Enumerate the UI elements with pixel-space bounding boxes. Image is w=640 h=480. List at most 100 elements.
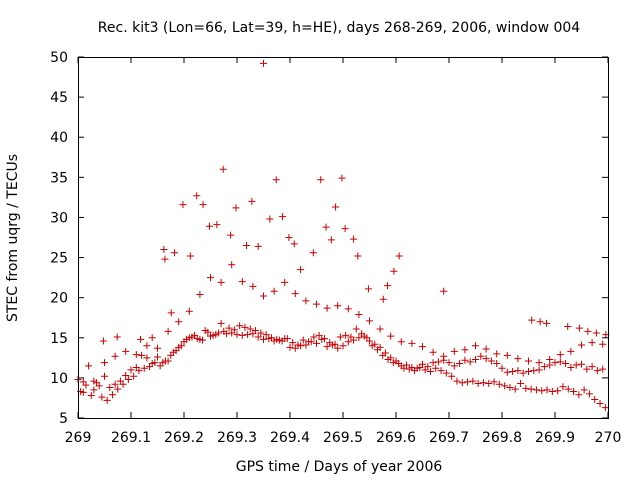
data-point: [252, 327, 260, 335]
data-point: [323, 304, 331, 312]
y-tick-label: 35: [50, 170, 68, 186]
data-point: [397, 338, 405, 346]
data-point: [164, 327, 172, 335]
data-point: [113, 333, 121, 341]
data-point: [196, 290, 204, 298]
data-point: [111, 352, 119, 360]
data-point: [578, 360, 585, 368]
data-point: [519, 369, 527, 377]
y-tick-label: 20: [50, 291, 68, 307]
data-point: [599, 365, 607, 373]
data-point: [570, 388, 578, 396]
data-point: [556, 358, 564, 366]
data-point: [599, 340, 607, 348]
data-point: [482, 345, 490, 353]
data-point: [140, 364, 148, 372]
data-point: [79, 378, 87, 386]
data-point: [137, 335, 145, 343]
data-point: [440, 287, 448, 295]
data-point: [209, 331, 217, 339]
data-point: [332, 203, 340, 211]
data-point: [344, 338, 352, 346]
data-point: [101, 372, 108, 380]
data-point: [119, 380, 127, 388]
x-tick-label: 269.1: [111, 430, 151, 446]
data-point: [450, 347, 458, 355]
data-point: [584, 327, 592, 335]
data-point: [317, 176, 325, 184]
data-point: [448, 372, 456, 380]
data-point: [241, 323, 249, 331]
data-point: [503, 368, 511, 376]
data-point: [186, 252, 194, 260]
data-point: [540, 363, 548, 371]
data-point: [554, 387, 562, 395]
data-point: [450, 362, 458, 370]
data-point: [111, 380, 119, 388]
data-point: [154, 353, 161, 361]
data-point: [270, 287, 278, 295]
y-tick-label: 30: [50, 210, 68, 226]
y-tick-label: 10: [50, 371, 68, 387]
y-tick-label: 45: [50, 90, 68, 106]
data-point: [327, 236, 335, 244]
data-point: [416, 363, 424, 371]
data-point: [344, 305, 352, 313]
y-tick-label: 5: [59, 411, 68, 427]
data-point: [257, 329, 265, 337]
data-point: [354, 252, 362, 260]
data-point: [334, 302, 342, 310]
x-tick-label: 269.2: [164, 430, 204, 446]
data-point: [479, 379, 487, 387]
data-point: [503, 351, 511, 359]
data-point: [395, 252, 403, 260]
data-point: [151, 359, 159, 367]
axis-ticks: 269 269.1 269.2 269.3 269.4 269.5 269.6 269.7 26…: [50, 50, 621, 446]
data-point: [213, 221, 221, 229]
data-point: [498, 364, 506, 372]
data-point: [172, 347, 180, 355]
x-tick-label: 269.3: [217, 430, 257, 446]
data-point: [564, 323, 572, 331]
data-point: [477, 352, 485, 360]
data-point: [320, 335, 328, 343]
data-point: [220, 327, 228, 335]
data-point: [350, 235, 358, 243]
data-point: [535, 359, 543, 367]
data-point: [232, 204, 240, 212]
data-point: [588, 363, 596, 371]
data-point: [132, 351, 140, 359]
data-point: [108, 391, 116, 399]
data-point: [334, 344, 342, 352]
data-point: [355, 334, 363, 342]
data-point: [495, 380, 503, 388]
data-point: [456, 359, 464, 367]
data-point: [291, 290, 299, 298]
data-point: [273, 335, 281, 343]
data-point: [445, 359, 453, 367]
data-point: [310, 333, 318, 341]
data-point: [567, 363, 575, 371]
data-point: [440, 352, 448, 360]
data-point: [527, 385, 535, 393]
data-point: [472, 342, 479, 350]
data-point: [368, 342, 376, 350]
data-point: [98, 393, 106, 401]
data-point: [562, 359, 570, 367]
data-point: [548, 388, 556, 396]
data-point: [596, 400, 604, 408]
data-point: [530, 367, 538, 375]
y-tick-label: 50: [50, 50, 68, 66]
data-point: [188, 333, 196, 341]
data-point: [395, 359, 403, 367]
data-point: [419, 343, 426, 351]
data-point: [315, 331, 323, 339]
data-point: [227, 231, 235, 239]
plot-frame: [78, 57, 609, 419]
data-point: [260, 292, 267, 300]
data-point: [366, 317, 373, 325]
data-point: [290, 240, 298, 248]
data-point: [487, 357, 495, 365]
data-point: [535, 366, 543, 374]
